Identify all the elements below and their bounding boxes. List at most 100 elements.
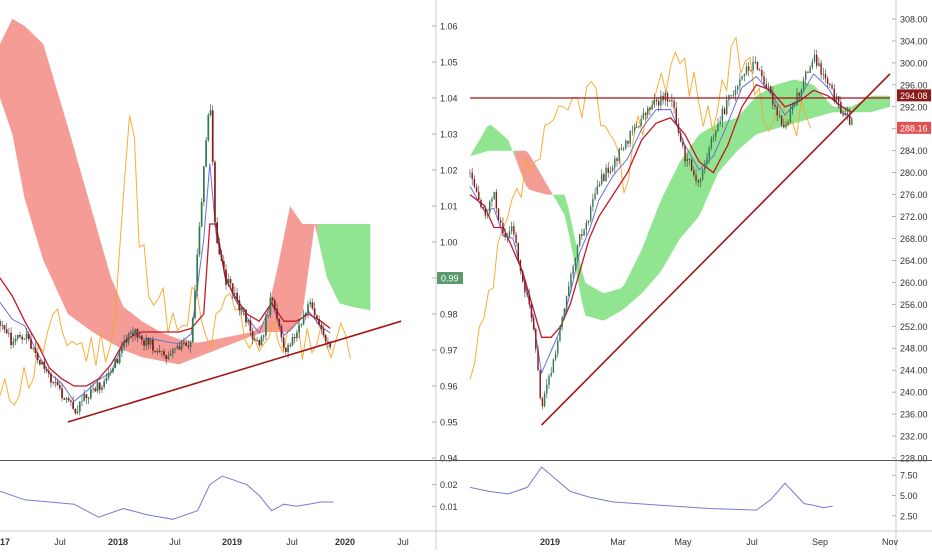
- y-tick-label: 228.00: [900, 454, 928, 464]
- candle-body: [824, 74, 827, 79]
- candle-body: [517, 242, 519, 261]
- candle-body: [794, 105, 796, 107]
- candle-body: [611, 167, 614, 171]
- x-tick-label: Jul: [746, 537, 758, 547]
- y-tick-label: 1.03: [440, 130, 458, 140]
- candle-body: [785, 124, 787, 128]
- candle-body: [550, 372, 552, 376]
- y-tick-label: 248.00: [900, 344, 928, 354]
- y-tick-label: 296.00: [900, 80, 928, 90]
- candle-body: [116, 359, 119, 363]
- candle-body: [677, 123, 680, 133]
- left-oscillator-panel[interactable]: [0, 475, 334, 520]
- candle-body: [500, 220, 502, 223]
- candle-body: [530, 304, 533, 318]
- y-tick-label: 1.01: [440, 202, 458, 212]
- candle-body: [532, 317, 535, 330]
- candle-body: [25, 333, 28, 339]
- candle-body: [831, 85, 833, 89]
- candle-body: [708, 147, 710, 159]
- candle-body: [491, 199, 493, 202]
- candle-body: [72, 401, 74, 409]
- left-price-chart[interactable]: [0, 18, 402, 423]
- candle-body: [480, 199, 482, 208]
- candle-body: [185, 342, 188, 346]
- candle-body: [600, 174, 603, 185]
- candle-body: [789, 110, 792, 123]
- candle-body: [85, 394, 88, 399]
- x-tick-label: 2017: [0, 537, 10, 547]
- candle-body: [515, 234, 517, 243]
- candle-body: [171, 349, 174, 354]
- y-tick-label: 1.06: [440, 22, 458, 32]
- candle-body: [778, 115, 781, 117]
- candle-body: [693, 170, 695, 176]
- candle-body: [776, 106, 778, 116]
- candle-body: [690, 159, 693, 171]
- candle-body: [513, 226, 515, 235]
- candle-body: [787, 122, 789, 125]
- candle-body: [614, 158, 616, 168]
- candle-body: [574, 258, 577, 267]
- candle-body: [589, 206, 592, 221]
- candle-body: [109, 372, 112, 373]
- candle-body: [475, 186, 478, 192]
- y-tick-label: 1.00: [440, 238, 458, 248]
- candle-body: [583, 229, 585, 236]
- candle-body: [203, 166, 205, 203]
- candle-body: [30, 339, 32, 349]
- candle-body: [147, 337, 150, 345]
- candle-body: [695, 175, 697, 181]
- candle-body: [234, 292, 236, 294]
- candle-body: [675, 107, 677, 124]
- candle-body: [647, 107, 649, 115]
- candle-body: [486, 212, 489, 216]
- candle-body: [783, 124, 785, 128]
- candle-body: [300, 324, 303, 326]
- candle-body: [653, 99, 656, 105]
- candle-body: [103, 381, 106, 388]
- candle-body: [242, 307, 245, 310]
- price-badge: [897, 121, 931, 134]
- candle-body: [276, 308, 278, 319]
- ichimoku-cloud: [515, 150, 554, 197]
- candle-body: [546, 384, 548, 394]
- candle-body: [145, 337, 148, 346]
- y-tick-label: 0.96: [440, 382, 458, 392]
- x-tick-label: Jul: [169, 537, 181, 547]
- candle-body: [684, 145, 686, 162]
- candle-body: [774, 104, 776, 107]
- candle-body: [121, 346, 123, 354]
- candle-body: [741, 76, 743, 80]
- candle-body: [563, 308, 566, 318]
- candle-body: [772, 92, 774, 105]
- candle-body: [63, 398, 66, 400]
- candle-body: [3, 325, 6, 330]
- candle-body: [528, 294, 530, 305]
- candle-body: [561, 317, 563, 327]
- right-price-chart[interactable]: [469, 35, 891, 426]
- y-tick-label: 1.05: [440, 58, 458, 68]
- candle-body: [183, 342, 185, 344]
- candle-body: [557, 340, 559, 354]
- candle-body: [682, 141, 684, 146]
- candle-body: [320, 324, 323, 329]
- y-tick-label: 1.04: [440, 94, 458, 104]
- x-tick-label: Jul: [286, 537, 298, 547]
- candle-body: [54, 381, 57, 383]
- candle-body: [41, 361, 43, 365]
- candle-body: [76, 411, 79, 414]
- candle-body: [10, 332, 12, 346]
- candle-body: [7, 332, 10, 334]
- candle-body: [570, 274, 572, 287]
- candle-body: [123, 340, 125, 347]
- last-price-badge: [437, 272, 463, 284]
- candle-body: [603, 174, 605, 182]
- right-oscillator-panel[interactable]: [469, 466, 833, 511]
- candle-body: [27, 333, 30, 340]
- candle-body: [631, 130, 634, 132]
- price-badge-label: 294.08: [900, 91, 928, 101]
- candle-body: [247, 320, 250, 323]
- candle-body: [519, 260, 522, 271]
- candle-body: [565, 296, 568, 309]
